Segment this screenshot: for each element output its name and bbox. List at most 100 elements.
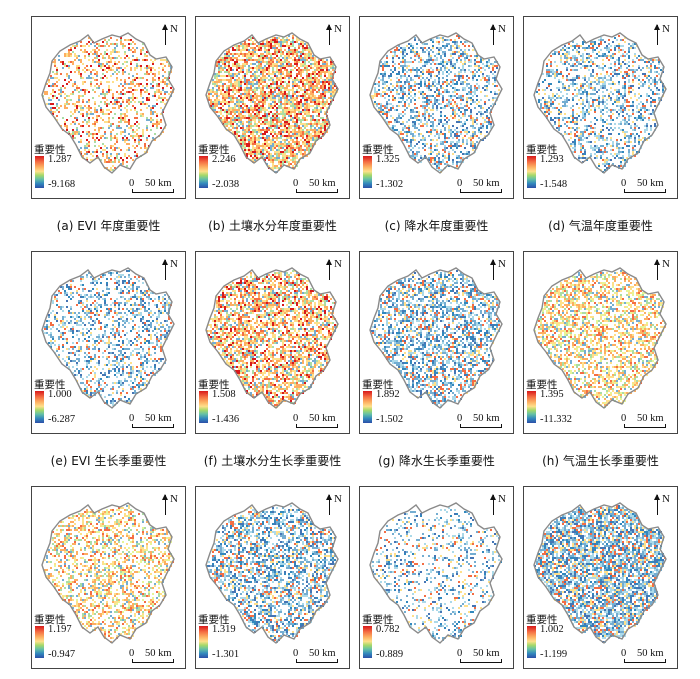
region-outline [533, 267, 667, 409]
scale-distance: 50 km [473, 648, 500, 659]
legend-max: 0.782 [376, 624, 400, 635]
legend-max: 1.197 [48, 624, 72, 635]
importance-pixels [534, 270, 666, 408]
map-panel: N 重要性 1.002 -1.199 0 50 km [523, 486, 678, 669]
legend-title: 重要性 [34, 614, 66, 626]
region-outline [533, 502, 667, 644]
north-label: N [170, 258, 178, 270]
region-outline [205, 267, 339, 409]
importance-pixels [536, 35, 666, 173]
region-outline [41, 32, 175, 174]
legend-colorbar [527, 391, 536, 423]
scale-distance: 50 km [309, 648, 336, 659]
importance-pixels [44, 505, 174, 643]
map-panel: N 重要性 1.892 -1.502 0 50 km [359, 251, 514, 434]
legend-title: 重要性 [34, 144, 66, 156]
legend-title: 重要性 [526, 614, 558, 626]
scale-zero: 0 [293, 648, 299, 659]
legend-min: -0.889 [376, 649, 404, 660]
legend-title: 重要性 [362, 614, 394, 626]
legend-colorbar [35, 156, 44, 188]
map-panel: N 重要性 0.782 -0.889 0 50 km [359, 486, 514, 669]
legend-max: 1.319 [212, 624, 236, 635]
map-panel: N 重要性 1.325 -1.302 0 50 km [359, 16, 514, 199]
panel-caption: (b) 土壤水分年度重要性 [208, 219, 337, 233]
raster-map [41, 502, 175, 644]
scale-distance: 50 km [309, 413, 336, 424]
map-panel: N 重要性 1.293 -1.548 0 50 km [523, 16, 678, 199]
scale-zero: 0 [293, 178, 299, 189]
legend-min: -1.302 [376, 179, 404, 190]
raster-map [533, 502, 667, 644]
legend-max: 1.000 [48, 389, 72, 400]
legend-max: 1.325 [376, 154, 400, 165]
region-outline [205, 502, 339, 644]
scale-zero: 0 [457, 178, 463, 189]
north-label: N [662, 493, 670, 505]
north-label: N [170, 493, 178, 505]
region-outline [205, 32, 339, 174]
raster-map [369, 32, 503, 174]
raster-map [369, 267, 503, 409]
legend-colorbar [363, 391, 372, 423]
map-panel: N 重要性 1.508 -1.436 0 50 km [195, 251, 350, 434]
map-panel: N 重要性 2.246 -2.038 0 50 km [195, 16, 350, 199]
raster-map [533, 267, 667, 409]
legend-min: -6.287 [48, 414, 76, 425]
legend-colorbar [527, 156, 536, 188]
legend-colorbar [527, 626, 536, 658]
scale-zero: 0 [293, 413, 299, 424]
scale-distance: 50 km [145, 648, 172, 659]
scale-zero: 0 [457, 648, 463, 659]
scale-zero: 0 [129, 413, 135, 424]
legend-title: 重要性 [362, 144, 394, 156]
scale-distance: 50 km [637, 648, 664, 659]
legend-max: 2.246 [212, 154, 236, 165]
raster-map [205, 502, 339, 644]
north-label: N [662, 23, 670, 35]
panel-caption: (g) 降水生长季重要性 [378, 454, 495, 468]
importance-pixels [370, 35, 500, 173]
scale-zero: 0 [129, 178, 135, 189]
scale-distance: 50 km [637, 178, 664, 189]
region-outline [533, 32, 667, 174]
panel-caption: (c) 降水年度重要性 [384, 219, 489, 233]
map-panel: N 重要性 1.197 -0.947 0 50 km [31, 486, 186, 669]
legend-title: 重要性 [198, 379, 230, 391]
north-label: N [662, 258, 670, 270]
legend-min: -2.038 [212, 179, 240, 190]
raster-map [205, 267, 339, 409]
legend-colorbar [35, 626, 44, 658]
north-label: N [334, 258, 342, 270]
legend-title: 重要性 [362, 379, 394, 391]
map-panel: N 重要性 1.395 -11.332 0 50 km [523, 251, 678, 434]
scale-distance: 50 km [145, 413, 172, 424]
legend-title: 重要性 [198, 144, 230, 156]
scale-zero: 0 [621, 178, 627, 189]
legend-title: 重要性 [198, 614, 230, 626]
scale-distance: 50 km [473, 413, 500, 424]
scale-zero: 0 [621, 648, 627, 659]
north-label: N [334, 493, 342, 505]
north-label: N [498, 493, 506, 505]
panel-caption: (a) EVI 年度重要性 [56, 219, 161, 233]
legend-min: -9.168 [48, 179, 76, 190]
legend-max: 1.892 [376, 389, 400, 400]
scale-distance: 50 km [637, 413, 664, 424]
legend-title: 重要性 [526, 379, 558, 391]
scale-zero: 0 [129, 648, 135, 659]
legend-title: 重要性 [34, 379, 66, 391]
legend-min: -1.436 [212, 414, 240, 425]
map-panel: N 重要性 1.319 -1.301 0 50 km [195, 486, 350, 669]
importance-pixels [206, 505, 336, 643]
importance-pixels [370, 270, 500, 408]
legend-colorbar [199, 391, 208, 423]
raster-map [41, 32, 175, 174]
panel-caption: (h) 气温生长季重要性 [542, 454, 659, 468]
importance-pixels [372, 507, 502, 641]
panel-caption: (d) 气温年度重要性 [548, 219, 653, 233]
legend-colorbar [35, 391, 44, 423]
region-outline [41, 267, 175, 409]
legend-max: 1.508 [212, 389, 236, 400]
region-outline [369, 502, 503, 644]
